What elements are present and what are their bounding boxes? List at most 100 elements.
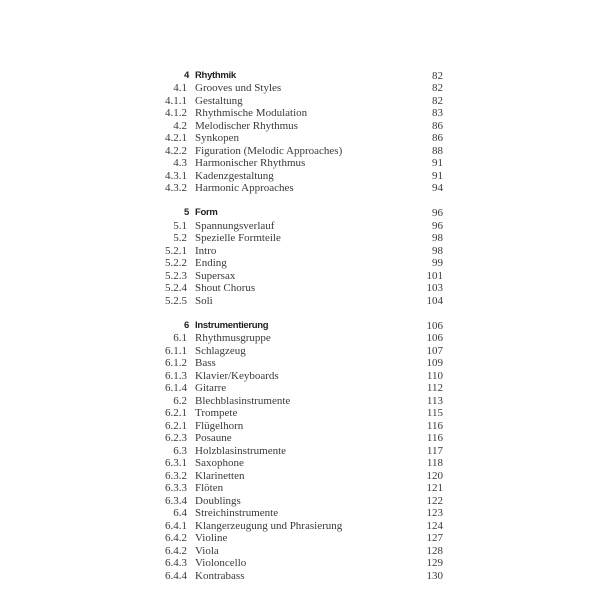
entry-number: 6.3.2 — [165, 469, 187, 482]
entry-page: 96 — [432, 207, 443, 219]
toc-entry: 6.4.2 Violine 127 — [150, 532, 443, 545]
entry-number: 4.2 — [173, 119, 187, 132]
entry-title: Grooves und Styles — [195, 82, 282, 94]
entry-page: 82 — [432, 82, 443, 94]
entry-number: 4.2.2 — [165, 144, 187, 157]
toc-entry: 5.2.5 Soli 104 — [150, 295, 443, 308]
toc-chapter: 6 Instrumentierung 106 6.1 Rhythmusgruppe 106… — [150, 320, 443, 583]
toc-chapter: 5 Form 96 5.1 Spannungsverlauf 96 5.2 Spezielle… — [150, 207, 443, 307]
chapter-heading: 4 Rhythmik 82 — [150, 70, 443, 83]
entry-page: 106 — [426, 332, 444, 344]
entry-title: Gestaltung — [195, 94, 243, 107]
entry-title: Flügelhorn — [195, 419, 244, 432]
entry-page: 110 — [426, 369, 443, 382]
entry-page: 83 — [432, 107, 443, 119]
entry-page: 91 — [432, 169, 443, 182]
entry-title: Viola — [195, 544, 219, 557]
entry-title: Schlagzeug — [195, 344, 246, 357]
entry-page: 96 — [432, 219, 443, 232]
entry-number: 5.1 — [173, 219, 187, 232]
entry-title: Rhythmik — [195, 69, 236, 81]
entry-page: 121 — [426, 482, 444, 494]
entry-title: Spezielle Formteile — [195, 232, 281, 244]
entry-title: Trompete — [195, 407, 238, 419]
entry-number: 4.3.2 — [165, 182, 187, 194]
entry-title: Instrumentierung — [195, 319, 269, 331]
toc-entry: 5.2.1 Intro 98 — [150, 245, 443, 258]
entry-number: 6.3.4 — [165, 494, 187, 507]
entry-page: 109 — [426, 357, 444, 369]
entry-number: 6.1.4 — [165, 382, 187, 394]
toc-entry: 6.2 Blechblasinstrumente 113 — [150, 395, 443, 408]
entry-number: 5 — [184, 207, 189, 218]
entry-number: 6.1 — [173, 332, 187, 344]
toc-chapter: 4 Rhythmik 82 4.1 Grooves und Styles 82 4.1.1 G… — [150, 70, 443, 195]
chapter-heading: 5 Form 96 — [150, 207, 443, 220]
entry-number: 6.4.4 — [165, 569, 187, 582]
toc-entry: 6.3 Holzblasinstrumente 117 — [150, 445, 443, 458]
entry-page: 122 — [426, 494, 444, 507]
entry-title: Violine — [195, 532, 228, 544]
entry-number: 5.2.4 — [165, 282, 187, 294]
entry-title: Gitarre — [195, 382, 227, 394]
entry-number: 5.2.1 — [165, 244, 187, 257]
toc-entry: 6.4.1 Klangerzeugung und Phrasierung 124 — [150, 520, 443, 533]
entry-title: Flöten — [195, 482, 224, 494]
toc-entry: 6.2.1 Trompete 115 — [150, 407, 443, 420]
entry-number: 4.3 — [173, 157, 187, 169]
entry-page: 127 — [426, 532, 444, 544]
entry-title: Streichinstrumente — [195, 507, 279, 519]
chapter-heading: 6 Instrumentierung 106 — [150, 320, 443, 333]
entry-title: Rhythmusgruppe — [195, 332, 271, 344]
entry-title: Violoncello — [195, 557, 247, 569]
toc-entry: 5.2.4 Shout Chorus 103 — [150, 282, 443, 295]
entry-title: Form — [195, 207, 218, 218]
entry-title: Harmonic Approaches — [195, 182, 294, 194]
toc-entry: 4.3.2 Harmonic Approaches 94 — [150, 182, 443, 195]
toc-entry: 6.3.4 Doublings 122 — [150, 495, 443, 508]
entry-page: 115 — [426, 407, 443, 419]
entry-number: 6.1.2 — [165, 357, 187, 369]
entry-page: 103 — [426, 282, 444, 294]
entry-page: 129 — [426, 557, 444, 569]
toc-entry: 6.3.1 Saxophone 118 — [150, 457, 443, 470]
entry-page: 99 — [432, 257, 443, 269]
entry-page: 91 — [432, 157, 443, 169]
table-of-contents: 4 Rhythmik 82 4.1 Grooves und Styles 82 4.1.1 G… — [150, 70, 443, 595]
entry-title: Doublings — [195, 494, 241, 507]
entry-number: 5.2 — [173, 232, 187, 244]
entry-number: 4.1.1 — [165, 94, 187, 107]
toc-entry: 4.2.2 Figuration (Melodic Approaches) 88 — [150, 145, 443, 158]
entry-number: 6.4.1 — [165, 519, 187, 532]
entry-title: Klarinetten — [195, 469, 245, 482]
entry-number: 4.1 — [173, 82, 187, 94]
entry-number: 5.2.5 — [165, 294, 187, 307]
entry-page: 82 — [432, 94, 443, 107]
toc-entry: 4.1 Grooves und Styles 82 — [150, 82, 443, 95]
entry-page: 82 — [432, 69, 443, 82]
entry-title: Klavier/Keyboards — [195, 369, 279, 382]
entry-title: Kadenzgestaltung — [195, 169, 274, 182]
entry-page: 104 — [426, 294, 444, 307]
entry-page: 128 — [426, 544, 444, 557]
toc-entry: 6.1.3 Klavier/Keyboards 110 — [150, 370, 443, 383]
entry-title: Blechblasinstrumente — [195, 394, 291, 407]
entry-number: 6.1.3 — [165, 369, 187, 382]
entry-number: 6 — [184, 319, 189, 331]
toc-entry: 5.2 Spezielle Formteile 98 — [150, 232, 443, 245]
entry-number: 6.2.3 — [165, 432, 187, 444]
entry-title: Kontrabass — [195, 569, 245, 582]
entry-number: 4 — [184, 69, 189, 81]
entry-title: Harmonischer Rhythmus — [195, 157, 306, 169]
toc-entry: 4.1.2 Rhythmische Modulation 83 — [150, 107, 443, 120]
entry-number: 6.4.2 — [165, 544, 187, 557]
entry-title: Posaune — [195, 432, 232, 444]
toc-entry: 6.2.1 Flügelhorn 116 — [150, 420, 443, 433]
entry-page: 107 — [426, 344, 444, 357]
toc-entry: 5.1 Spannungsverlauf 96 — [150, 220, 443, 233]
entry-title: Intro — [195, 244, 217, 257]
entry-page: 98 — [432, 232, 443, 244]
toc-entry: 6.4.4 Kontrabass 130 — [150, 570, 443, 583]
entry-page: 113 — [426, 394, 443, 407]
entry-page: 98 — [432, 244, 443, 257]
